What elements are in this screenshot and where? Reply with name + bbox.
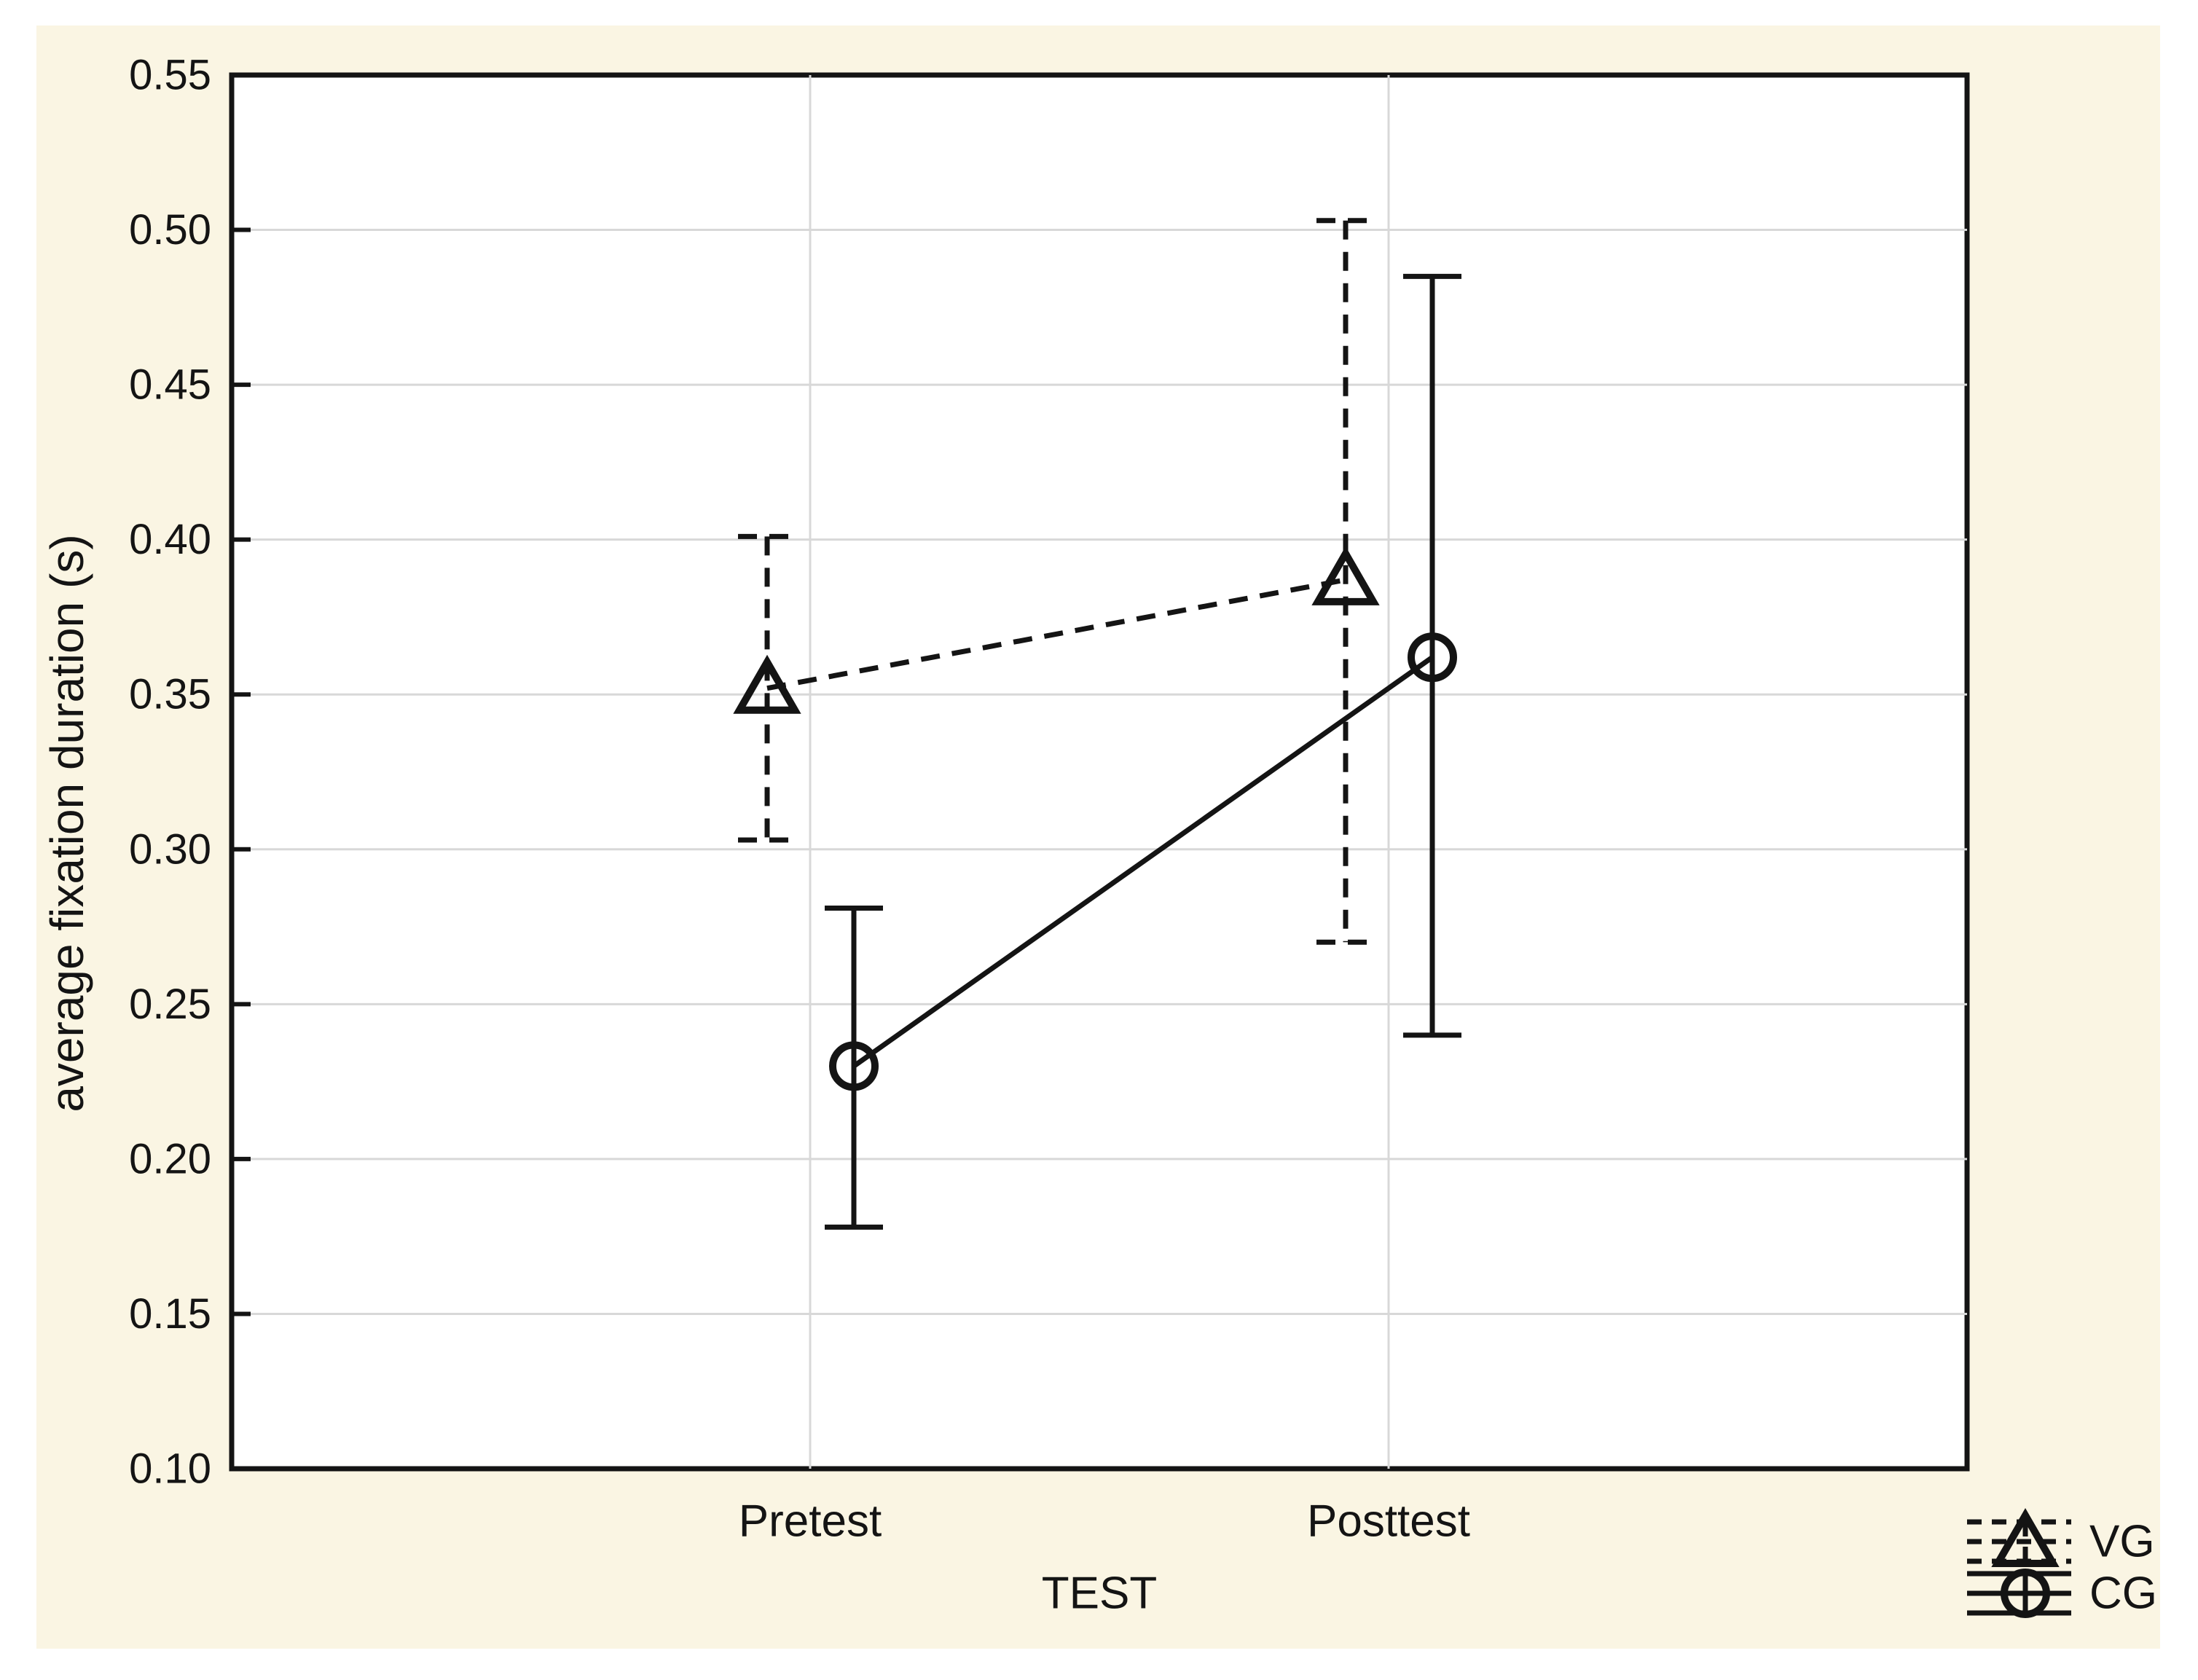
y-tick-label: 0.25: [129, 981, 211, 1028]
y-tick-label: 0.55: [129, 52, 211, 99]
legend-entry-cg: CG: [1967, 1569, 2157, 1619]
y-tick-label: 0.45: [129, 361, 211, 409]
plot-layer: [229, 72, 1970, 1472]
x-category-label: Pretest: [739, 1496, 882, 1547]
legend-entry-vg: VG: [1967, 1507, 2155, 1567]
vg-series-line: [766, 577, 1346, 691]
legend-label: VG: [2089, 1517, 2155, 1567]
legend-triangle-marker-icon: [1991, 1507, 2060, 1567]
legend-circle-marker-icon: [2001, 1569, 2050, 1618]
y-tick-label: 0.30: [129, 825, 211, 873]
cg-pretest-marker: [829, 1041, 879, 1091]
y-tick-label: 0.20: [129, 1135, 211, 1182]
cg-series-line: [852, 655, 1434, 1069]
grid-layer: [232, 75, 1967, 1469]
cg-posttest-error-bar: [1403, 273, 1461, 1038]
vg-posttest-marker: [1311, 546, 1380, 605]
x-axis-title: TEST: [1042, 1569, 1157, 1619]
y-tick-label: 0.15: [129, 1290, 211, 1338]
legend-label: CG: [2089, 1569, 2157, 1619]
y-axis-title: average fixation duration (s): [41, 534, 93, 1112]
y-tick-label: 0.40: [129, 516, 211, 563]
y-tick-label: 0.35: [129, 671, 211, 718]
series-layer: [733, 218, 1461, 1230]
x-category-label: Posttest: [1307, 1496, 1470, 1547]
axes-layer: [232, 73, 251, 1471]
cg-posttest-marker: [1408, 632, 1457, 683]
vg-posttest-error-bar: [1316, 218, 1375, 945]
vg-pretest-error-bar: [738, 533, 796, 843]
vg-pretest-marker: [733, 654, 801, 714]
label-layer: 0.55 0.50 0.45 0.40 0.35 0.30 0.25 0.20 0.15 0.10…: [41, 52, 1470, 1619]
y-tick-label: 0.10: [129, 1445, 211, 1493]
plot-area: [229, 72, 1970, 1472]
y-tick-label: 0.50: [129, 206, 211, 254]
cg-pretest-error-bar: [825, 906, 883, 1230]
